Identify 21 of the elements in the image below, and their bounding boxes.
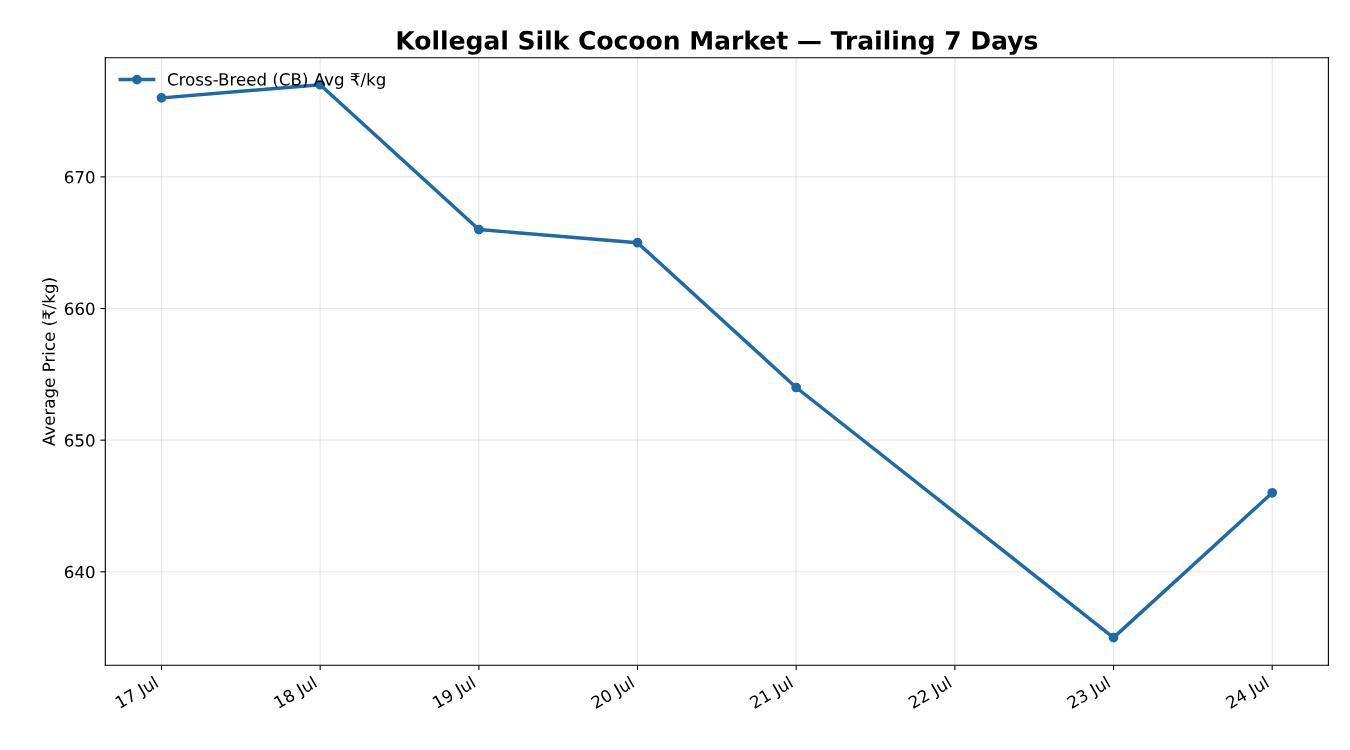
x-tick-label: 17 Jul — [114, 675, 161, 712]
point — [632, 237, 643, 248]
legend-label: Cross-Breed (CB) Avg ₹/kg — [167, 72, 385, 89]
x-tick-label: 23 Jul — [1066, 675, 1113, 712]
point — [1108, 632, 1119, 643]
x-tick-label: 22 Jul — [907, 675, 954, 712]
point — [473, 224, 484, 235]
y-tick-label: 640 — [64, 565, 95, 579]
x-tick-label: 20 Jul — [590, 675, 637, 712]
point — [791, 382, 802, 393]
y-tick-label: 660 — [64, 302, 95, 316]
x-tick-label: 19 Jul — [431, 675, 478, 712]
x-tick-label: 18 Jul — [273, 675, 319, 712]
point — [1267, 487, 1278, 498]
x-tick-label: 24 Jul — [1224, 675, 1271, 712]
y-tick-label: 650 — [64, 434, 95, 447]
x-tick-label: 21 Jul — [748, 675, 795, 712]
chart-title: Kollegal Silk Cocoon Market — Trailing 7 Days — [397, 30, 1038, 55]
point — [156, 93, 167, 103]
y-tick-label: 670 — [64, 170, 95, 184]
y-axis-title: Average Price (₹/kg) — [42, 278, 59, 446]
